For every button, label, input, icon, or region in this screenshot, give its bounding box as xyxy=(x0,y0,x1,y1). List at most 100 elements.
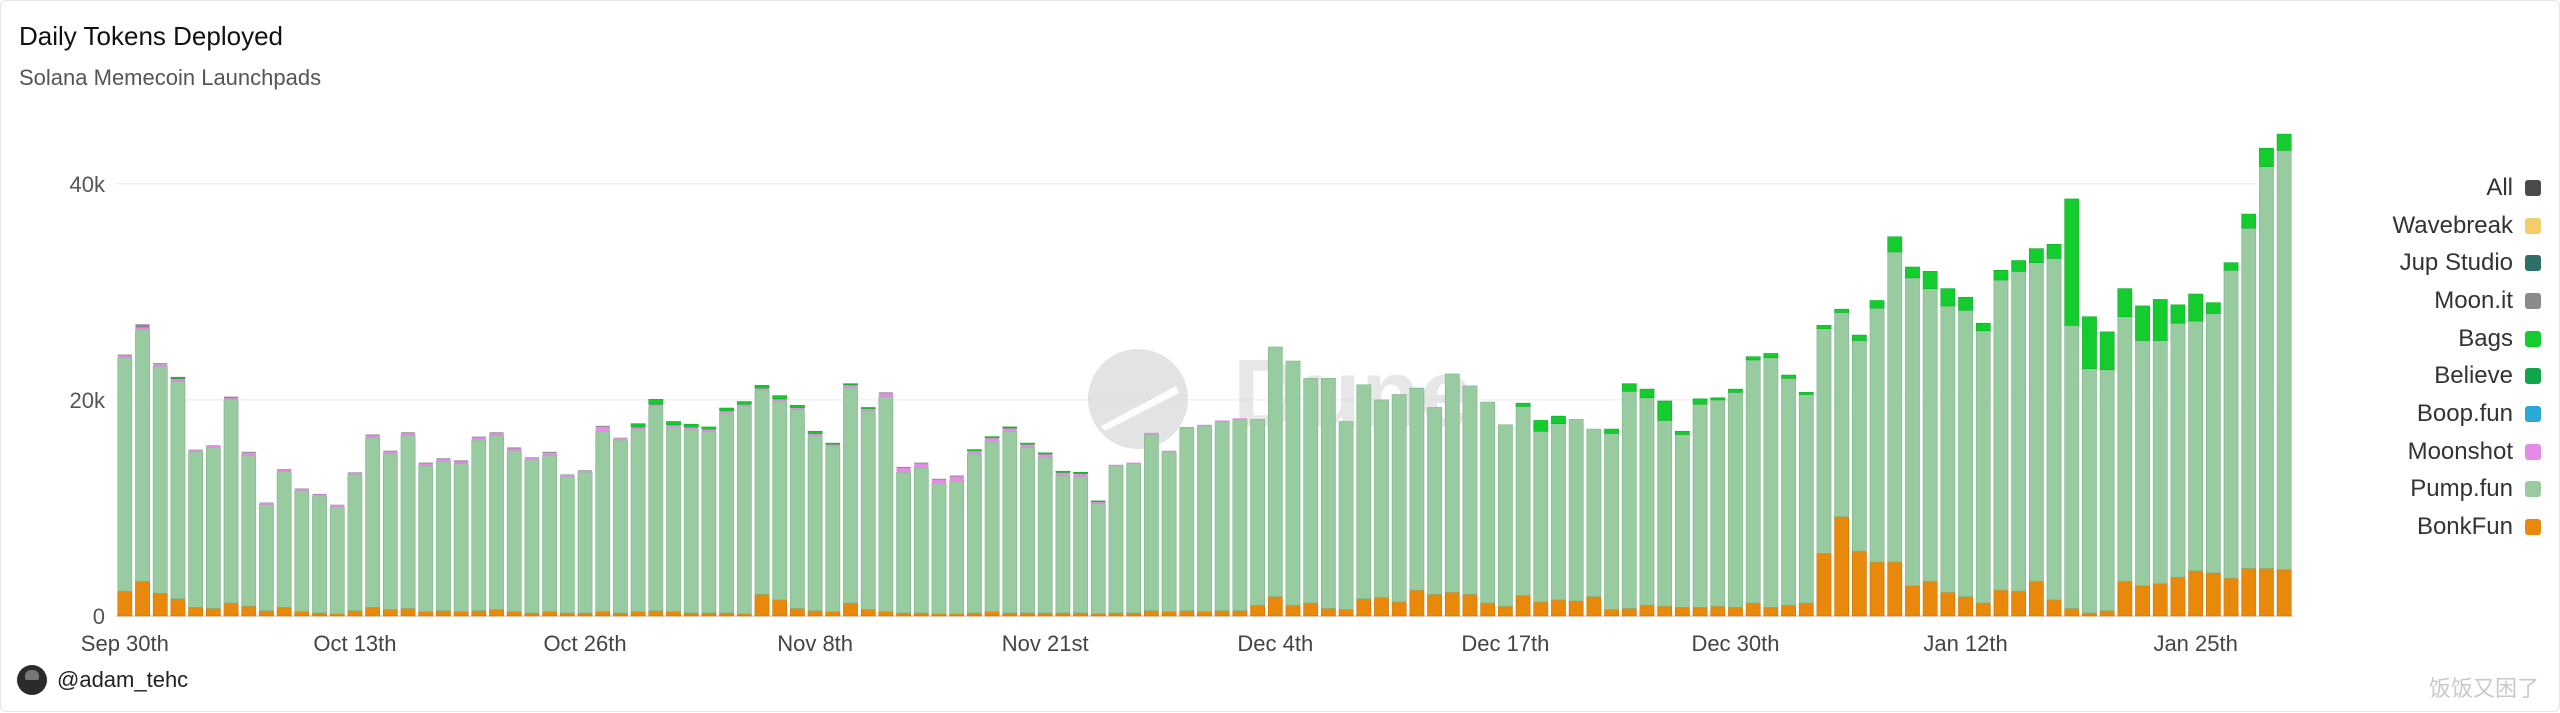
bar-stack[interactable] xyxy=(1515,402,1531,617)
bar-stack[interactable] xyxy=(2064,198,2080,617)
bar-stack[interactable] xyxy=(2241,213,2257,617)
bar-stack[interactable] xyxy=(453,460,469,617)
bar-stack[interactable] xyxy=(489,432,504,617)
bar-stack[interactable] xyxy=(1551,415,1566,617)
bar-stack[interactable] xyxy=(2170,304,2186,617)
bar-stack[interactable] xyxy=(577,470,593,617)
bar-stack[interactable] xyxy=(1055,470,1071,617)
bar-stack[interactable] xyxy=(754,385,770,617)
bar-stack[interactable] xyxy=(1621,383,1637,617)
bar-stack[interactable] xyxy=(1144,432,1159,617)
bar-stack[interactable] xyxy=(630,423,646,617)
bar-stack[interactable] xyxy=(312,493,327,617)
bar-stack[interactable] xyxy=(1444,373,1460,617)
bar-stack[interactable] xyxy=(1851,334,1867,617)
bar-stack[interactable] xyxy=(736,401,752,617)
bar-stack[interactable] xyxy=(205,445,221,617)
bar-stack[interactable] xyxy=(1462,385,1478,617)
bar-stack[interactable] xyxy=(1798,392,1814,617)
legend-item[interactable]: BonkFun xyxy=(2281,508,2541,546)
bar-stack[interactable] xyxy=(382,450,398,617)
bar-stack[interactable] xyxy=(1887,236,1903,617)
bar-stack[interactable] xyxy=(1728,388,1743,617)
bar-stack[interactable] xyxy=(984,436,1000,617)
bar-stack[interactable] xyxy=(1073,471,1088,617)
bar-stack[interactable] xyxy=(347,472,363,617)
bar-stack[interactable] xyxy=(1586,428,1602,617)
bar-stack[interactable] xyxy=(790,405,805,617)
bar-stack[interactable] xyxy=(152,363,168,617)
bar-stack[interactable] xyxy=(1498,424,1513,617)
legend-item[interactable]: Believe xyxy=(2281,357,2541,395)
bar-stack[interactable] xyxy=(2259,147,2274,617)
bar-stack[interactable] xyxy=(1657,400,1673,617)
legend-item[interactable]: Bags xyxy=(2281,320,2541,358)
bar-stack[interactable] xyxy=(1763,353,1779,617)
bar-stack[interactable] xyxy=(1639,388,1655,617)
bar-stack[interactable] xyxy=(294,488,310,617)
bar-stack[interactable] xyxy=(223,396,239,617)
bar-stack[interactable] xyxy=(1108,464,1124,617)
bar-stack[interactable] xyxy=(719,407,734,617)
bar-stack[interactable] xyxy=(1214,420,1230,617)
bar-stack[interactable] xyxy=(807,430,823,617)
legend-item[interactable]: Boop.fun xyxy=(2281,395,2541,433)
bar-stack[interactable] xyxy=(1338,421,1354,617)
bar-stack[interactable] xyxy=(701,426,717,617)
bar-stack[interactable] xyxy=(1480,401,1496,617)
legend-item[interactable]: Moonshot xyxy=(2281,433,2541,471)
bar-stack[interactable] xyxy=(772,395,788,617)
bar-stack[interactable] xyxy=(967,449,982,617)
legend-item[interactable]: Wavebreak xyxy=(2281,207,2541,245)
bar-stack[interactable] xyxy=(1427,407,1442,617)
bar-stack[interactable] xyxy=(1745,356,1761,617)
bar-stack[interactable] xyxy=(117,354,133,617)
bar-stack[interactable] xyxy=(1922,271,1938,617)
bar-stack[interactable] xyxy=(1993,269,2009,617)
bar-stack[interactable] xyxy=(1232,418,1248,617)
bar-stack[interactable] xyxy=(1834,308,1850,617)
bar-stack[interactable] xyxy=(559,474,575,617)
bar-stack[interactable] xyxy=(648,399,664,617)
bar-stack[interactable] xyxy=(2117,288,2133,617)
bar-stack[interactable] xyxy=(1692,398,1708,617)
bar-stack[interactable] xyxy=(1710,397,1726,617)
bar-stack[interactable] xyxy=(170,376,186,617)
bar-stack[interactable] xyxy=(135,324,150,617)
bar-stack[interactable] xyxy=(1374,399,1389,617)
bar-stack[interactable] xyxy=(2276,133,2292,617)
bar-stack[interactable] xyxy=(2135,305,2150,617)
bar-stack[interactable] xyxy=(1285,360,1301,617)
bar-stack[interactable] xyxy=(825,442,841,617)
bar-stack[interactable] xyxy=(878,392,894,617)
bar-stack[interactable] xyxy=(1391,394,1407,617)
bar-stack[interactable] xyxy=(1869,300,1885,617)
bar-stack[interactable] xyxy=(1250,419,1265,617)
bar-stack[interactable] xyxy=(613,437,628,617)
bar-stack[interactable] xyxy=(1090,500,1106,617)
bar-stack[interactable] xyxy=(860,407,876,617)
bar-stack[interactable] xyxy=(259,502,274,617)
bar-stack[interactable] xyxy=(1197,424,1212,617)
legend-item[interactable]: Moon.it xyxy=(2281,282,2541,320)
bar-stack[interactable] xyxy=(329,504,345,617)
bar-stack[interactable] xyxy=(931,478,947,617)
bar-stack[interactable] xyxy=(1267,346,1283,617)
bar-stack[interactable] xyxy=(1816,325,1832,617)
bar-stack[interactable] xyxy=(1321,377,1336,617)
bar-stack[interactable] xyxy=(1409,387,1425,617)
bar-stack[interactable] xyxy=(2082,316,2097,617)
bar-stack[interactable] xyxy=(949,475,965,617)
bar-stack[interactable] xyxy=(1161,450,1177,617)
bar-stack[interactable] xyxy=(365,434,381,617)
bar-stack[interactable] xyxy=(2028,248,2044,617)
bar-stack[interactable] xyxy=(1356,384,1372,617)
bar-stack[interactable] xyxy=(1179,426,1195,617)
bar-stack[interactable] xyxy=(471,436,487,617)
bar-stack[interactable] xyxy=(241,451,257,617)
legend-item[interactable]: Jup Studio xyxy=(2281,244,2541,282)
bar-stack[interactable] xyxy=(1533,420,1549,617)
bar-stack[interactable] xyxy=(1002,426,1018,617)
bar-stack[interactable] xyxy=(1905,266,1920,617)
bar-stack[interactable] xyxy=(1940,288,1956,617)
